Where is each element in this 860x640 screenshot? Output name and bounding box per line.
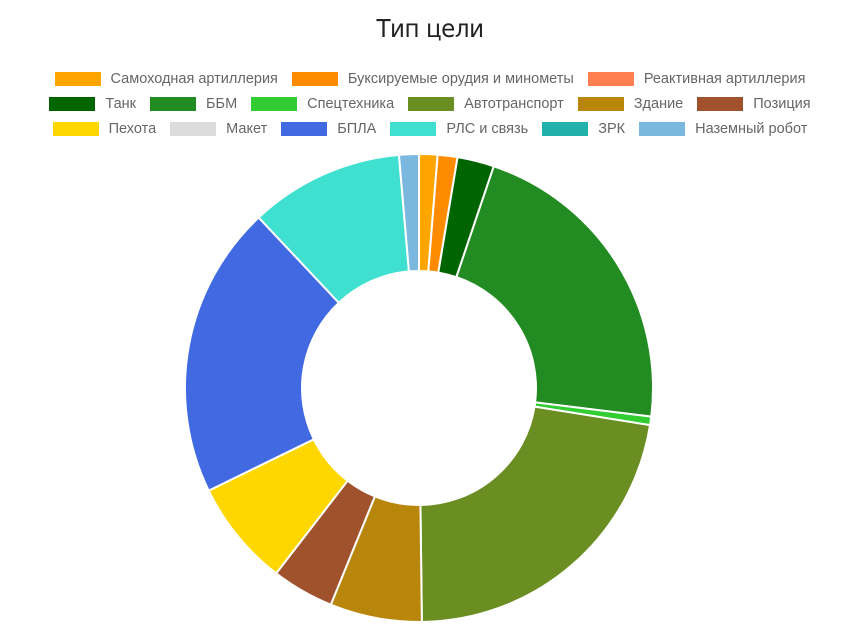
legend-label: Буксируемые орудия и минометы (347, 70, 574, 87)
legend-label: Спецтехника (307, 95, 395, 112)
legend-item[interactable]: Наземный робот (639, 121, 807, 137)
legend-label: РЛС и связь (446, 120, 529, 137)
legend-item[interactable]: Пехота (52, 120, 157, 137)
legend-item[interactable]: БПЛА (281, 121, 376, 137)
legend-swatch (251, 96, 298, 111)
legend-label: ЗРК (598, 120, 626, 137)
legend-row: Самоходная артиллерия Буксируемые орудия … (0, 66, 860, 91)
legend-label: Здание (633, 95, 684, 112)
legend-label: Автотранспорт (464, 95, 564, 112)
legend-label: ББМ (206, 95, 238, 112)
legend-label: Макет (226, 120, 268, 137)
legend-swatch (291, 71, 338, 86)
legend-swatch (577, 96, 624, 111)
legend-label: Реактивная артиллерия (643, 70, 806, 87)
legend-label: Самоходная артиллерия (110, 70, 278, 87)
legend-item[interactable]: ЗРК (542, 121, 625, 137)
legend-item[interactable]: Самоходная артиллерия (54, 70, 278, 87)
legend-swatch (587, 71, 634, 86)
legend-item[interactable]: Позиция (697, 95, 811, 112)
legend-swatch (697, 96, 744, 111)
legend-swatch (52, 121, 99, 136)
chart-title: Тип цели (376, 14, 484, 43)
donut-slice-category-11[interactable] (184, 216, 341, 492)
legend-swatch (170, 121, 217, 136)
legend-swatch (639, 121, 686, 136)
legend-label: БПЛА (337, 120, 377, 137)
chart-legend: Самоходная артиллерия Буксируемые орудия … (0, 66, 860, 141)
legend-item[interactable]: РЛС и связь (390, 121, 528, 137)
legend-swatch (408, 96, 455, 111)
legend-item[interactable]: Макет (170, 121, 267, 137)
legend-item[interactable]: Здание (577, 95, 684, 112)
legend-row: Пехота Макет БПЛА РЛС и связь ЗРК Наземный ро… (0, 116, 860, 141)
legend-swatch (281, 121, 328, 136)
legend-swatch (390, 121, 437, 136)
legend-row: Танк ББМ Спецтехника Автотранспорт Здание Поз… (0, 91, 860, 116)
legend-swatch (150, 96, 197, 111)
legend-swatch (54, 71, 101, 86)
legend-item[interactable]: Автотранспорт (408, 96, 564, 112)
legend-label: Пехота (108, 120, 157, 137)
legend-label: Танк (105, 95, 137, 112)
donut-slice-category-6[interactable] (419, 405, 652, 623)
legend-item[interactable]: Танк (49, 96, 136, 112)
legend-swatch (49, 96, 96, 111)
donut-slice-category-4[interactable] (455, 164, 654, 418)
legend-label: Позиция (753, 95, 811, 112)
legend-item[interactable]: ББМ (150, 96, 237, 112)
legend-item[interactable]: Реактивная артиллерия (587, 70, 806, 87)
legend-label: Наземный робот (695, 120, 808, 137)
legend-swatch (542, 121, 589, 136)
legend-item[interactable]: Буксируемые орудия и минометы (291, 70, 574, 87)
donut-slice-category-14[interactable] (397, 152, 420, 273)
legend-item[interactable]: Спецтехника (251, 96, 394, 112)
